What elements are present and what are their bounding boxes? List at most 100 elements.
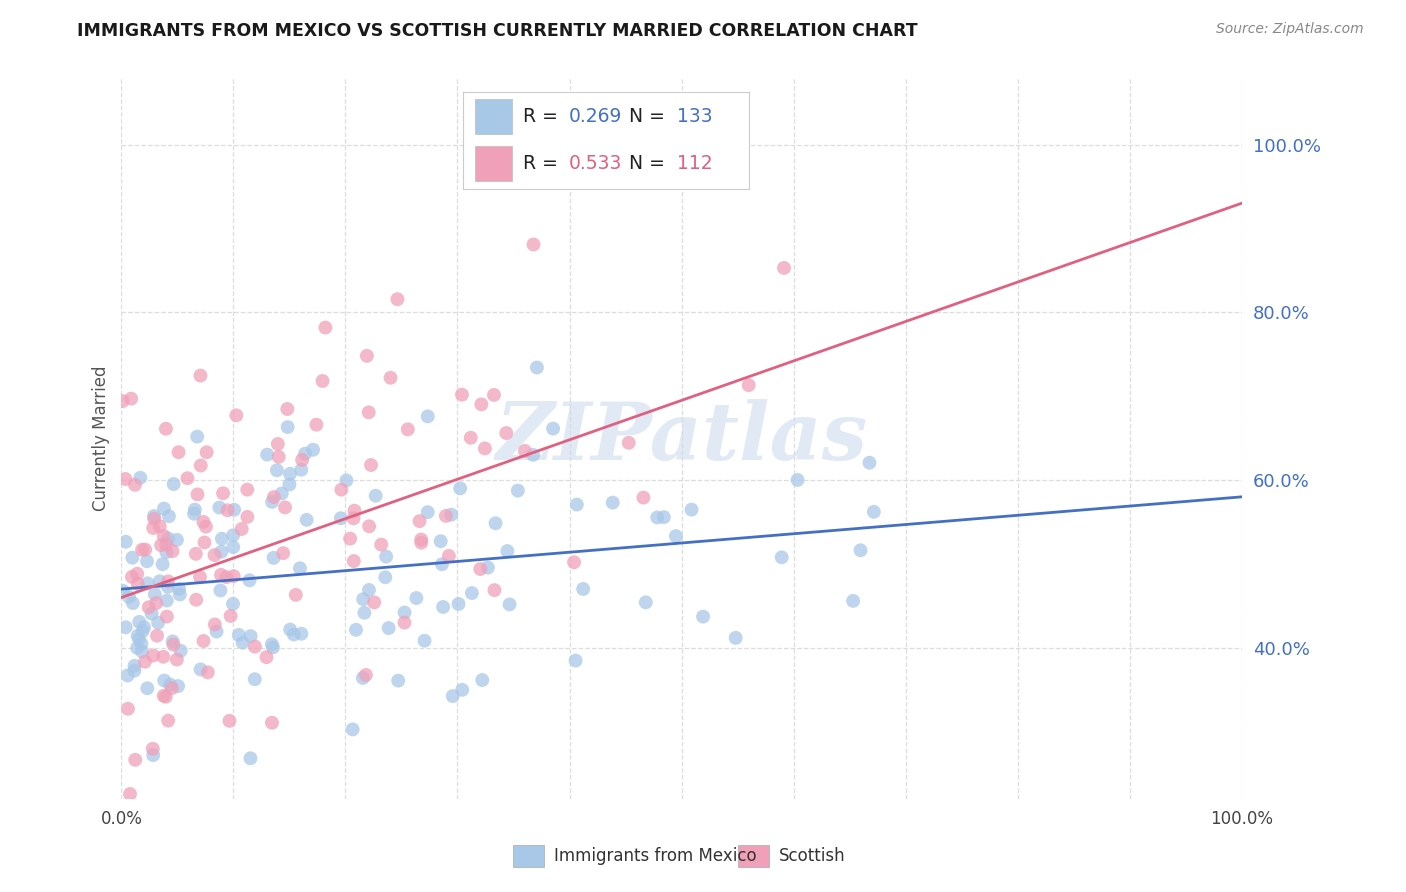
Point <box>142 741 165 756</box>
Text: IMMIGRANTS FROM MEXICO VS SCOTTISH CURRENTLY MARRIED CORRELATION CHART: IMMIGRANTS FROM MEXICO VS SCOTTISH CURRE… <box>77 22 918 40</box>
Point <box>239 751 262 765</box>
Point <box>190 368 212 383</box>
Point <box>266 463 288 477</box>
Point <box>238 574 260 588</box>
Point <box>143 587 166 601</box>
Point <box>470 397 492 411</box>
Point <box>136 554 159 568</box>
Point <box>858 456 880 470</box>
Point <box>484 516 506 531</box>
Point <box>343 504 366 518</box>
Point <box>572 582 595 596</box>
Point <box>222 540 245 554</box>
Point <box>131 624 153 639</box>
Point <box>405 591 427 605</box>
Point <box>773 260 796 275</box>
Point <box>141 607 163 621</box>
Point <box>447 597 470 611</box>
Point <box>263 550 285 565</box>
Point <box>262 640 284 655</box>
Point <box>335 474 357 488</box>
Point <box>129 471 152 485</box>
Point <box>184 547 207 561</box>
Point <box>114 534 136 549</box>
Point <box>186 487 208 501</box>
Point <box>136 576 159 591</box>
Point <box>120 392 142 406</box>
Point <box>124 478 146 492</box>
Point <box>162 544 184 558</box>
Point <box>155 422 177 436</box>
Point <box>136 681 159 696</box>
Point <box>562 555 585 569</box>
Point <box>645 510 668 524</box>
Point <box>222 597 245 611</box>
Point <box>239 629 262 643</box>
Point <box>134 655 156 669</box>
Point <box>166 533 188 547</box>
Point <box>526 360 548 375</box>
Point <box>124 658 146 673</box>
Point <box>343 554 366 568</box>
Point <box>225 409 247 423</box>
Point <box>441 689 464 703</box>
Point <box>150 538 173 552</box>
Point <box>270 486 292 500</box>
Point <box>513 444 536 458</box>
Point <box>131 542 153 557</box>
Y-axis label: Currently Married: Currently Married <box>93 366 110 511</box>
Point <box>228 628 250 642</box>
Point <box>118 787 141 801</box>
Point <box>602 495 624 509</box>
Point <box>387 673 409 688</box>
Point <box>155 537 177 551</box>
Point <box>153 501 176 516</box>
Point <box>692 609 714 624</box>
Point <box>128 615 150 629</box>
Point <box>356 349 378 363</box>
Point <box>724 631 747 645</box>
Point <box>374 570 396 584</box>
Point <box>256 650 278 665</box>
Point <box>471 673 494 687</box>
Point <box>277 420 299 434</box>
Point <box>143 508 166 523</box>
Point <box>197 665 219 680</box>
Point <box>364 489 387 503</box>
Point <box>186 592 208 607</box>
Point <box>142 648 165 663</box>
Point <box>387 292 409 306</box>
Point <box>842 594 865 608</box>
Point <box>477 560 499 574</box>
Point <box>124 664 146 678</box>
Point <box>305 417 328 432</box>
Point <box>432 599 454 614</box>
Point <box>470 562 492 576</box>
Point <box>363 595 385 609</box>
Point <box>149 574 172 589</box>
Text: Source: ZipAtlas.com: Source: ZipAtlas.com <box>1216 22 1364 37</box>
Point <box>565 498 588 512</box>
Point <box>430 558 453 572</box>
Point <box>396 422 419 436</box>
Point <box>114 620 136 634</box>
Point <box>370 538 392 552</box>
Point <box>193 535 215 549</box>
Point <box>131 637 153 651</box>
Point <box>302 442 325 457</box>
Point <box>222 528 245 542</box>
Point <box>634 595 657 609</box>
Point <box>152 529 174 543</box>
Point <box>157 574 180 589</box>
Point <box>413 633 436 648</box>
Point <box>224 502 246 516</box>
Point <box>127 629 149 643</box>
Point <box>278 623 301 637</box>
Point <box>162 634 184 648</box>
Point <box>146 615 169 630</box>
Point <box>186 429 208 443</box>
Text: Scottish: Scottish <box>779 847 845 865</box>
Point <box>134 542 156 557</box>
Point <box>284 588 307 602</box>
Point <box>146 629 169 643</box>
